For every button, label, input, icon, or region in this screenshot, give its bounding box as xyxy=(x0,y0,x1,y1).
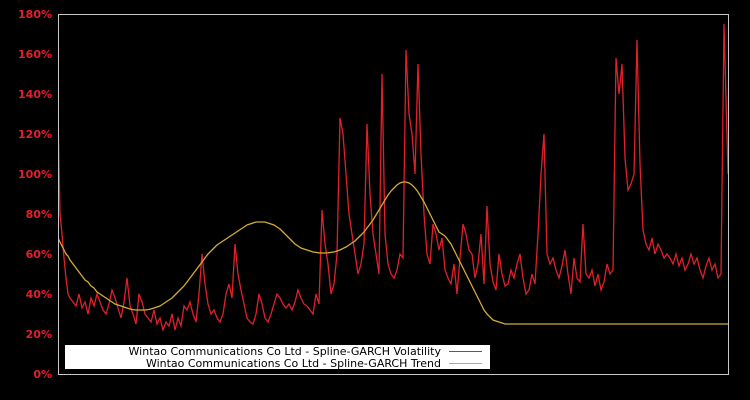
legend-item-trend: Wintao Communications Co Ltd - Spline-GA… xyxy=(145,356,482,370)
y-axis-ticks: 0% 20% 40% 60% 80% 100% 120% 140% 160% 180% xyxy=(18,8,52,381)
legend-swatch-trend xyxy=(449,362,482,364)
y-tick-label: 160% xyxy=(18,48,52,61)
y-tick-label: 60% xyxy=(26,248,52,261)
y-tick-label: 0% xyxy=(33,368,52,381)
volatility-line xyxy=(59,23,728,333)
chart-legend: Wintao Communications Co Ltd - Spline-GA… xyxy=(65,344,490,370)
legend-item-volatility: Wintao Communications Co Ltd - Spline-GA… xyxy=(128,344,482,358)
legend-label-trend: Wintao Communications Co Ltd - Spline-GA… xyxy=(145,356,441,370)
plot-area-frame xyxy=(58,14,729,375)
legend-label-volatility: Wintao Communications Co Ltd - Spline-GA… xyxy=(128,344,441,358)
y-tick-label: 120% xyxy=(18,128,52,141)
y-tick-label: 180% xyxy=(18,8,52,21)
y-tick-label: 140% xyxy=(18,88,52,101)
legend-swatch-volatility xyxy=(449,350,482,352)
y-tick-label: 80% xyxy=(26,208,52,221)
y-tick-label: 40% xyxy=(26,288,52,301)
y-tick-label: 100% xyxy=(18,168,52,181)
trend-line xyxy=(59,181,728,325)
y-tick-label: 20% xyxy=(26,328,52,341)
